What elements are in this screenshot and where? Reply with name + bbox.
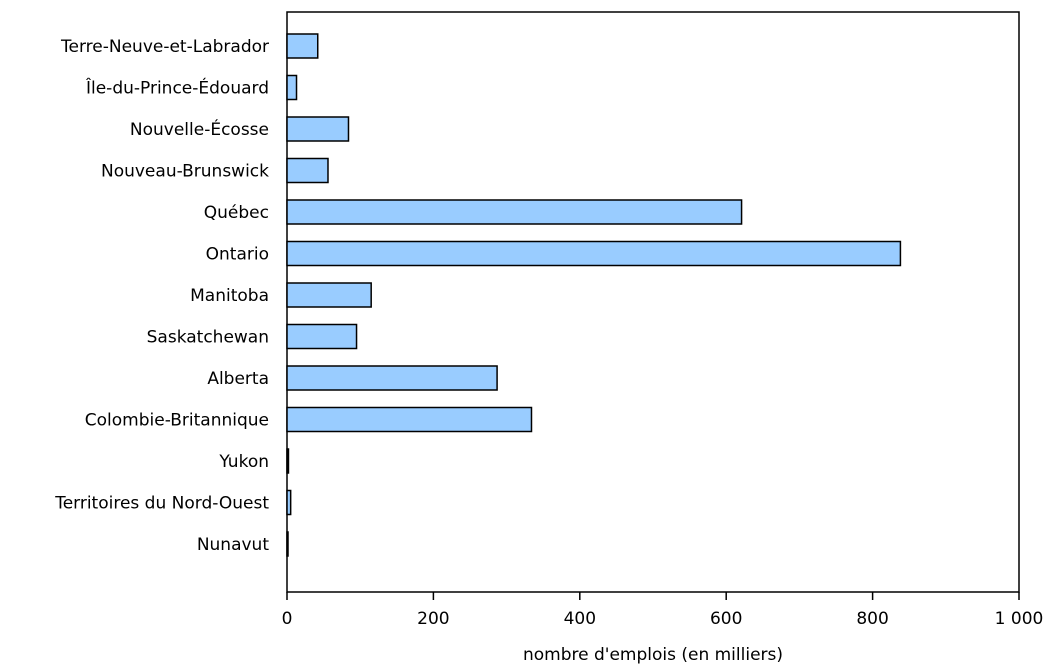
bar — [286, 489, 292, 516]
bar — [286, 365, 498, 391]
y-tick-label: Territoires du Nord-Ouest — [54, 494, 269, 514]
bar — [286, 448, 290, 474]
x-axis-label: nombre d'emplois (en milliers) — [523, 645, 783, 665]
x-tick-label: 200 — [417, 609, 449, 629]
x-tick-label: 1 000 — [995, 609, 1044, 629]
x-tick-label: 0 — [282, 609, 293, 629]
bar — [286, 282, 372, 308]
x-ticks: 0 200 400 600 800 1 000 — [282, 592, 1044, 629]
y-tick-labels: Terre-Neuve-et-Labrador Île-du-Prince-Édo… — [54, 37, 269, 555]
bar — [286, 116, 350, 142]
y-tick-label: Île-du-Prince-Édouard — [85, 77, 269, 99]
bars — [286, 33, 902, 557]
y-tick-label: Québec — [204, 203, 269, 223]
y-tick-label: Nouveau-Brunswick — [101, 162, 269, 182]
x-tick-label: 400 — [564, 609, 596, 629]
y-tick-label: Terre-Neuve-et-Labrador — [60, 37, 269, 57]
bar — [286, 199, 743, 225]
bar — [286, 74, 298, 101]
y-tick-label: Ontario — [206, 245, 269, 265]
bar — [286, 240, 902, 267]
y-tick-label: Yukon — [218, 452, 269, 472]
bar — [286, 33, 319, 59]
y-tick-label: Alberta — [207, 369, 269, 389]
x-tick-label: 800 — [856, 609, 888, 629]
bar — [286, 531, 289, 557]
bar — [286, 406, 533, 433]
x-tick-label: 600 — [710, 609, 742, 629]
bar — [286, 157, 329, 184]
y-tick-label: Colombie-Britannique — [85, 411, 269, 431]
y-tick-label: Manitoba — [190, 286, 269, 306]
plot-area — [286, 11, 1020, 593]
y-tick-label: Nunavut — [197, 535, 270, 555]
bar — [286, 323, 358, 350]
y-tick-label: Nouvelle-Écosse — [130, 118, 269, 140]
y-tick-label: Saskatchewan — [147, 328, 269, 348]
